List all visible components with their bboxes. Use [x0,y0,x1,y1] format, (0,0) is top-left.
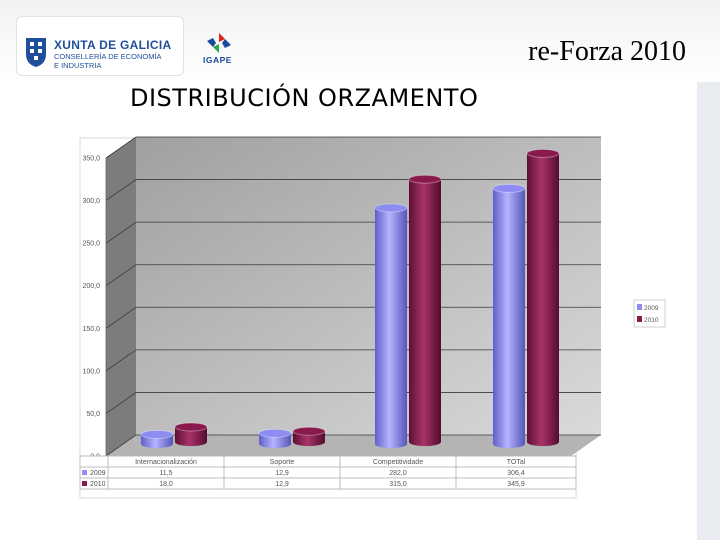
bar-top-2009 [374,203,408,213]
bar-2010 [527,153,559,446]
bar-top-2009 [140,429,174,439]
y-tick-label: 200,0 [82,283,100,290]
igape-label: IGAPE [203,55,232,65]
bar-top-2010 [408,174,442,184]
category-label: Competitividade [373,459,423,466]
bar-2009 [375,207,407,448]
gridline [105,179,601,201]
bar-2009 [493,188,525,448]
bar-2010 [409,179,441,446]
gridline [105,306,601,329]
org-dept-line1: CONSELLERÍA DE ECONOMÍA [54,52,162,61]
gridline [105,392,601,414]
chart-side-wall [106,137,136,456]
slide-subtitle: DISTRIBUCIÓN ORZAMENTO [130,84,479,112]
table-value: 282,0 [389,470,407,477]
y-tick-label: 300,0 [82,198,100,205]
table-legend-key [82,481,87,486]
bar-top-2010 [174,422,208,432]
gridline [105,136,601,159]
table-value: 12,9 [275,470,289,477]
category-label: Internacionalización [135,459,197,466]
chart-floor [106,435,601,456]
category-label: TOTal [507,459,526,466]
bar-2010 [293,431,325,446]
legend-label: 2009 [644,305,659,312]
legend-key-2009 [637,304,642,310]
legend-label: 2010 [644,317,659,324]
data-table [79,455,577,490]
y-tick-label: 250,0 [82,241,100,248]
igape-logo-icon [207,33,231,53]
legend-key-2010 [637,316,642,322]
table-series-name: 2010 [90,481,106,488]
bar-top-2010 [292,426,326,436]
bar-top-2009 [258,428,292,438]
gridline [105,349,601,372]
org-name: XUNTA DE GALICIA [54,38,172,52]
table-series-name: 2009 [90,470,106,477]
table-legend-key [82,470,87,475]
crest-icon [26,38,46,67]
y-tick-label: 150,0 [82,326,100,333]
bar-top-2010 [526,148,560,158]
y-tick-label: 50,0 [86,411,100,418]
org-dept-line2: E INDUSTRIA [54,60,102,70]
side-strip [697,82,720,540]
bar-top-2009 [492,183,526,193]
bar-2009 [259,433,291,448]
table-value: 11,5 [159,470,172,477]
table-value: 18,0 [159,481,173,488]
org-dept: CONSELLERÍA DE ECONOMÍA E INDUSTRIA [54,52,162,70]
y-tick-label: 350,0 [82,156,100,163]
table-value: 315,0 [389,481,407,488]
table-value: 306,4 [507,470,525,477]
table-value: 12,9 [275,481,289,488]
gridline [105,264,601,287]
slide-title: re-Forza 2010 [528,36,686,67]
y-tick-label: 100,0 [82,368,100,375]
table-value: 345,9 [507,481,525,488]
gridline [105,221,601,244]
gridline [105,434,601,457]
category-label: Soporte [270,459,295,466]
bar-2010 [175,426,207,446]
